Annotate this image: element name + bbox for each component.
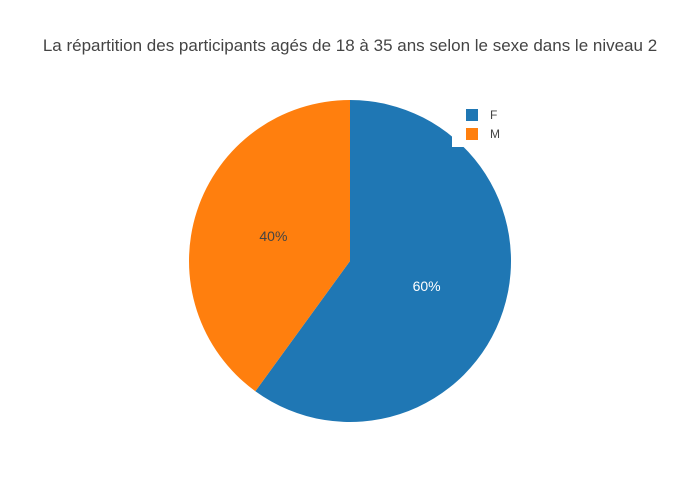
- legend-label: M: [490, 126, 500, 141]
- legend-item-m[interactable]: M: [452, 124, 552, 143]
- legend-item-f[interactable]: F: [452, 105, 552, 124]
- pie-slice-m[interactable]: [189, 100, 350, 392]
- chart-title: La répartition des participants agés de …: [42, 36, 658, 55]
- legend-swatch: [466, 108, 478, 121]
- legend-swatch: [466, 127, 478, 140]
- pie-slice-f[interactable]: [255, 100, 512, 423]
- legend-label: F: [490, 107, 498, 122]
